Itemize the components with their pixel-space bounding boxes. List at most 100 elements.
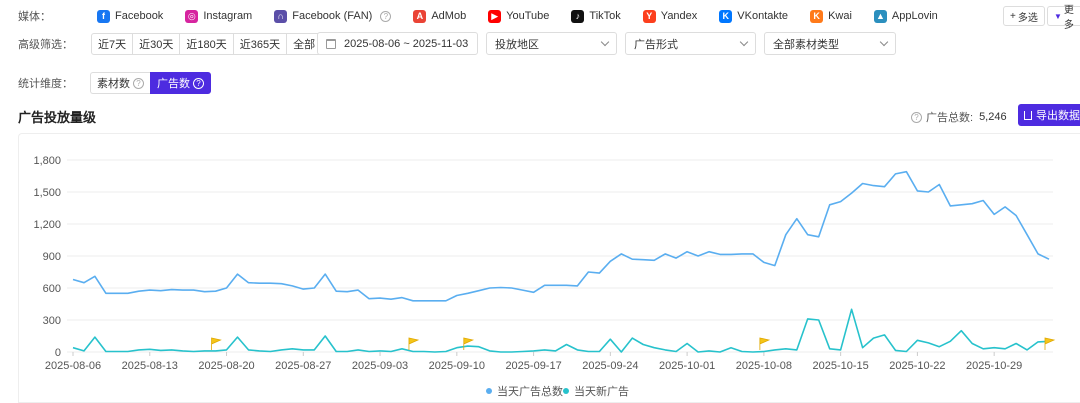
x-tick-label: 2025-09-17: [505, 360, 561, 372]
event-flag-icon[interactable]: [463, 337, 475, 350]
chevron-down-icon: [600, 37, 610, 47]
youtube-icon: ▶: [488, 9, 502, 23]
y-tick-label: 1,500: [33, 187, 61, 199]
media-list: f Facebook ◎ Instagram ∩ Facebook (FAN)? A AdMo…: [97, 9, 960, 23]
vkontakte-icon: K: [719, 9, 733, 23]
media-item-vkontakte[interactable]: K VKontakte: [719, 9, 789, 23]
y-tick-label: 900: [43, 251, 61, 263]
material-type-select[interactable]: 全部素材类型: [764, 32, 896, 55]
filter-label: 高级筛选：: [18, 38, 73, 51]
date-range-picker[interactable]: 2025-08-06 ~ 2025-11-03: [317, 32, 478, 55]
series-line-total: [72, 170, 1050, 302]
facebook-fan-icon: ∩: [274, 9, 288, 23]
range-preset-button[interactable]: 近7天: [92, 33, 134, 54]
event-flag-icon[interactable]: [1044, 337, 1056, 350]
ad-format-select-label: 广告形式: [634, 38, 678, 51]
dimension-material-count-button[interactable]: 素材数 ?: [90, 72, 150, 94]
range-preset-button[interactable]: 近365天: [234, 33, 288, 54]
series-line-new: [72, 308, 1050, 353]
media-row: 媒体： f Facebook ◎ Instagram ∩ Facebook (FAN)? A…: [18, 6, 960, 26]
media-item-tiktok[interactable]: ♪ TikTok: [571, 9, 621, 23]
admob-icon: A: [413, 9, 427, 23]
media-item-label: AdMob: [431, 10, 467, 22]
event-flag-icon[interactable]: [759, 337, 771, 350]
media-item-label: VKontakte: [737, 10, 789, 22]
instagram-icon: ◎: [185, 9, 199, 23]
media-item-applovin[interactable]: ▲ AppLovin: [873, 9, 938, 23]
y-tick-label: 1,800: [33, 155, 61, 167]
section-title: 广告投放量级: [18, 110, 97, 125]
yandex-icon: Y: [642, 9, 656, 23]
applovin-icon: ▲: [873, 9, 887, 23]
date-range-value: 2025-08-06 ~ 2025-11-03: [344, 37, 469, 50]
dimension-option-label: 素材数: [97, 78, 130, 90]
legend-dot-total: [486, 388, 492, 394]
more-button[interactable]: ▼ 更多: [1047, 5, 1080, 31]
legend-dot-new: [563, 388, 569, 394]
media-item-label: Instagram: [203, 10, 253, 22]
media-item-admob[interactable]: A AdMob: [413, 9, 467, 23]
media-item-label: AppLovin: [891, 10, 938, 22]
range-preset-button[interactable]: 全部: [293, 38, 316, 51]
media-item-facebook-fan[interactable]: ∩ Facebook (FAN)?: [274, 9, 392, 23]
y-tick-label: 1,200: [33, 219, 61, 231]
legend-label-total: 当天广告总数: [497, 384, 563, 398]
more-label: 更多: [1063, 5, 1074, 31]
chevron-down-icon: [879, 37, 889, 47]
total-count-value: 5,246: [979, 111, 1007, 123]
chevron-down-icon: ▼: [1054, 11, 1062, 21]
filter-row: 高级筛选： 近7天 近30天 近180天 近365天 全部: [18, 32, 323, 55]
x-tick-label: 2025-10-22: [889, 360, 945, 372]
event-flag-icon[interactable]: [408, 337, 420, 350]
tiktok-icon: ♪: [571, 9, 585, 23]
facebook-icon: f: [97, 9, 110, 23]
media-item-yandex[interactable]: Y Yandex: [642, 9, 698, 23]
ad-format-select[interactable]: 广告形式: [625, 32, 756, 55]
media-item-label: Yandex: [660, 10, 698, 22]
total-count: ? 广告总数: 5,246: [911, 109, 1007, 125]
media-item-youtube[interactable]: ▶ YouTube: [488, 9, 550, 23]
help-icon[interactable]: ?: [911, 111, 922, 123]
dimension-option-label: 广告数: [157, 78, 190, 90]
multi-select-button[interactable]: + 多选: [1003, 6, 1045, 26]
dimension-ad-count-button[interactable]: 广告数 ?: [150, 72, 211, 94]
x-tick-label: 2025-10-15: [812, 360, 868, 372]
range-preset-button[interactable]: 近180天: [180, 33, 234, 54]
x-tick-label: 2025-10-29: [966, 360, 1022, 372]
help-icon[interactable]: ?: [193, 77, 204, 89]
media-item-facebook[interactable]: f Facebook: [97, 9, 164, 23]
material-type-select-label: 全部素材类型: [773, 38, 839, 51]
x-tick-label: 2025-08-13: [122, 360, 178, 372]
range-preset-button[interactable]: 近30天: [133, 33, 181, 54]
help-icon[interactable]: ?: [380, 10, 392, 22]
media-item-instagram[interactable]: ◎ Instagram: [185, 9, 253, 23]
media-label: 媒体：: [18, 11, 51, 23]
calendar-icon: [326, 38, 336, 49]
chevron-down-icon: [739, 37, 749, 47]
multi-select-label: 多选: [1017, 12, 1038, 24]
media-item-label: Facebook: [115, 10, 164, 22]
help-icon[interactable]: ?: [133, 77, 144, 89]
legend-label-new: 当天新广告: [574, 384, 629, 398]
x-tick-label: 2025-08-06: [45, 360, 101, 372]
date-range-presets: 近7天 近30天 近180天 近365天 全部: [91, 32, 323, 55]
media-item-kwai[interactable]: K Kwai: [810, 9, 852, 23]
y-tick-label: 300: [43, 315, 61, 327]
media-item-label: YouTube: [506, 10, 550, 22]
event-flag-icon[interactable]: [211, 337, 222, 350]
region-select[interactable]: 投放地区: [486, 32, 617, 55]
dimension-row: 统计维度： 素材数 ? 广告数 ?: [18, 72, 211, 94]
region-select-label: 投放地区: [495, 38, 539, 51]
y-tick-label: 0: [55, 347, 61, 359]
plus-icon: +: [1010, 10, 1016, 22]
kwai-icon: K: [810, 9, 824, 23]
x-tick-label: 2025-09-03: [352, 360, 408, 372]
x-tick-label: 2025-10-01: [659, 360, 715, 372]
media-item-label: TikTok: [589, 10, 621, 22]
export-label: 导出数据: [1036, 110, 1080, 122]
dimension-label: 统计维度：: [18, 78, 73, 90]
chart-container: 1,800 1,500 1,200 900 600 300 0 2025-08-06 2025-…: [18, 133, 1080, 403]
x-tick-label: 2025-09-24: [582, 360, 638, 372]
export-button[interactable]: 导出数据: [1018, 104, 1080, 126]
